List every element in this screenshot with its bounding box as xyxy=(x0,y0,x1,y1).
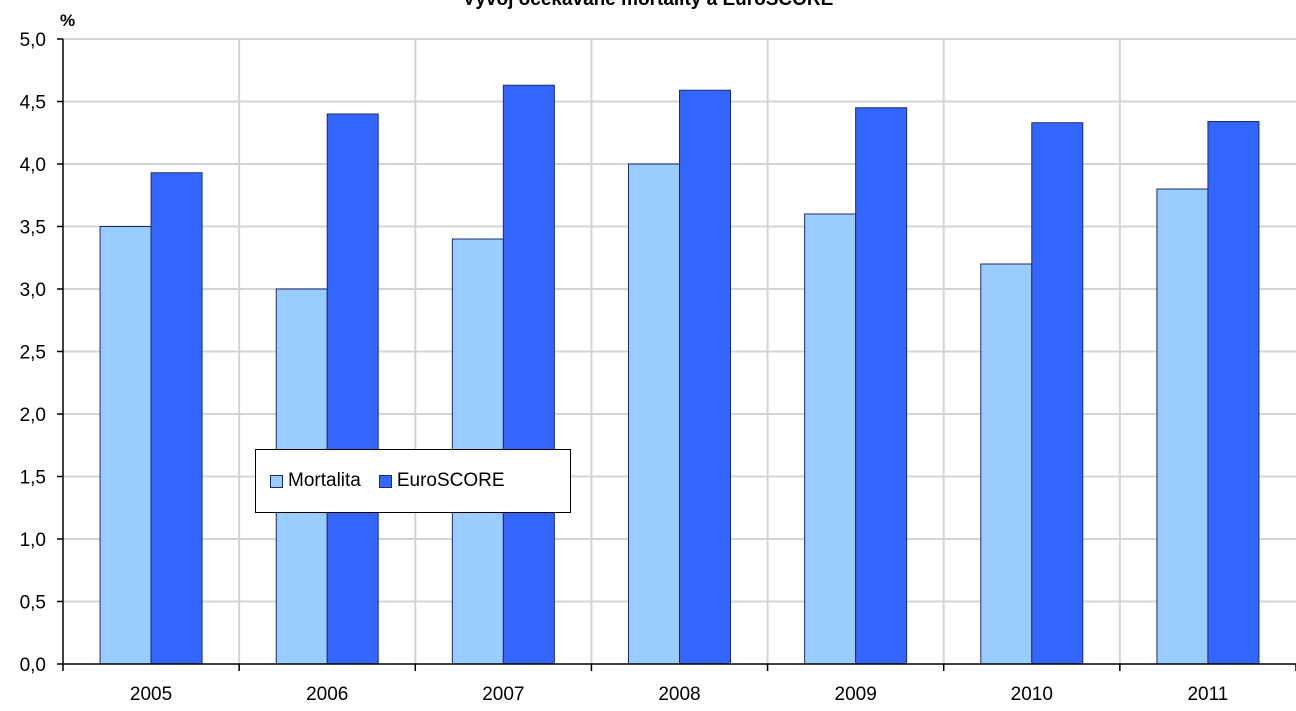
bar-euroscore-2006 xyxy=(326,113,379,665)
x-tick-label: 2007 xyxy=(482,684,524,705)
bar-mortalita-2008 xyxy=(628,163,680,665)
x-tick-label: 2006 xyxy=(306,684,348,705)
y-tick-label: 0,5 xyxy=(20,593,46,614)
bar-mortalita-2005 xyxy=(99,226,152,665)
y-tick-label: 3,5 xyxy=(20,218,46,239)
legend-item-euroscore: EuroSCORE xyxy=(378,470,505,492)
y-tick-label: 5,0 xyxy=(20,30,46,51)
y-tick-label: 3,0 xyxy=(20,280,46,301)
y-tick-label: 1,5 xyxy=(20,468,46,489)
x-tick-label: 2008 xyxy=(658,684,700,705)
legend: Mortalita EuroSCORE xyxy=(255,449,571,513)
chart-title: Vývoj očekávané mortality a EuroSCORE xyxy=(0,0,1296,11)
bar-euroscore-2009 xyxy=(855,107,908,665)
y-tick-label: 2,0 xyxy=(20,405,46,426)
bar-euroscore-2011 xyxy=(1207,121,1260,665)
y-tick-label: 4,0 xyxy=(20,155,46,176)
y-tick-label: 1,0 xyxy=(20,530,46,551)
bar-mortalita-2011 xyxy=(1156,188,1209,665)
y-tick-label: 0,0 xyxy=(20,655,46,676)
x-tick-label: 2005 xyxy=(130,684,172,705)
legend-swatch-euroscore xyxy=(378,474,392,488)
bar-mortalita-2009 xyxy=(804,213,857,665)
x-tick-label: 2009 xyxy=(835,684,877,705)
bar-euroscore-2007 xyxy=(502,84,555,665)
bar-mortalita-2010 xyxy=(980,263,1033,665)
legend-item-mortalita: Mortalita xyxy=(270,470,361,492)
x-tick-label: 2010 xyxy=(1011,684,1053,705)
legend-swatch-mortalita xyxy=(270,474,283,488)
bar-euroscore-2008 xyxy=(679,89,731,665)
y-tick-label: 2,5 xyxy=(20,343,46,364)
bar-euroscore-2005 xyxy=(150,172,203,665)
y-tick-label: 4,5 xyxy=(20,93,46,114)
x-tick-label: 2011 xyxy=(1187,684,1228,705)
y-axis-unit-label: % xyxy=(60,11,76,30)
legend-label-euroscore: EuroSCORE xyxy=(396,470,505,491)
bar-euroscore-2010 xyxy=(1031,122,1084,665)
legend-label-mortalita: Mortalita xyxy=(288,470,361,491)
